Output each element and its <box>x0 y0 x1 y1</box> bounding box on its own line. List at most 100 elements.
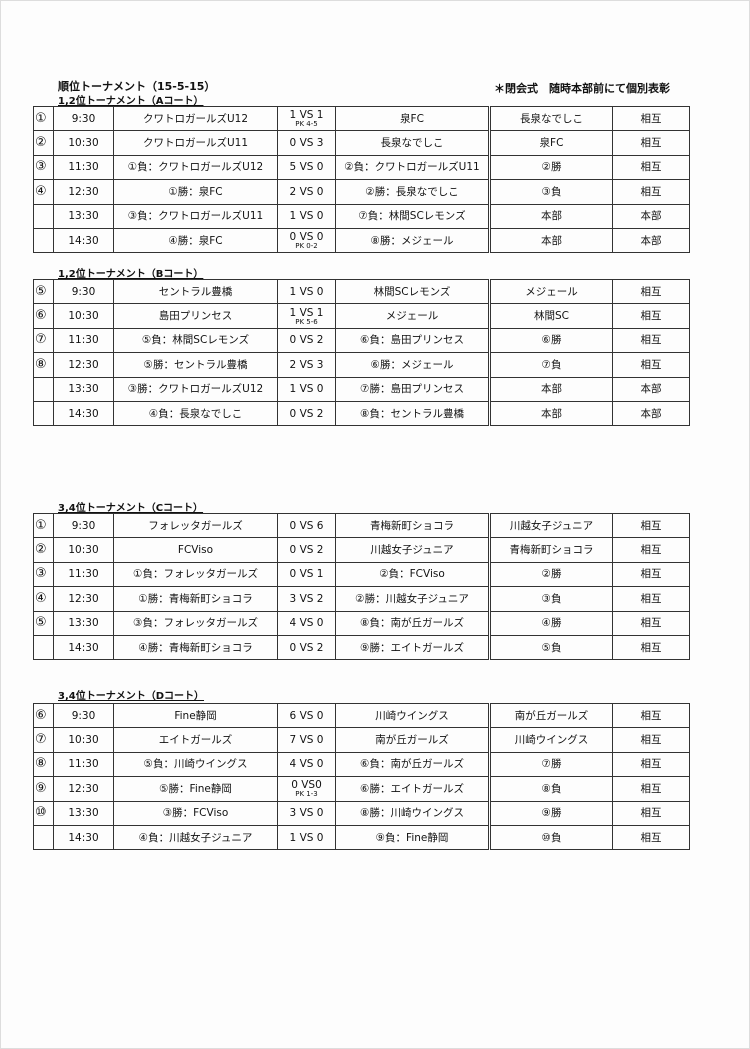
assistant-referee-cell: 本部 <box>612 227 690 254</box>
home-team: セントラル豊橋 <box>158 285 233 298</box>
home-team-cell: クワトロガールズU11 <box>113 130 278 156</box>
home-team: クワトロガールズU12 <box>142 112 249 125</box>
referee-cell: ④勝 <box>490 610 613 636</box>
referee-cell: 青梅新町ショコラ <box>490 537 613 563</box>
match-number: ⑨ <box>35 780 47 796</box>
away-team: ⑥負：島田プリンセス <box>360 334 464 347</box>
match-table: ⑥ 9:30 Fine静岡 6 VS 0 川崎ウイングス ⑦ 10:30 エイトガールズ 7 V… <box>33 702 489 851</box>
score-cell: 3 VS 2 <box>277 586 336 612</box>
assistant-referee-cell: 相互 <box>612 702 690 729</box>
away-team: ⑧負：セントラル豊橋 <box>360 407 464 420</box>
kickoff-time-cell: 12:30 <box>53 179 114 205</box>
table-row: ④ 12:30 ①勝：青梅新町ショコラ 3 VS 2 ②勝：川越女子ジュニア <box>33 586 489 612</box>
assistant-referee: 相互 <box>640 334 662 347</box>
assistant-referee-cell: 相互 <box>612 610 690 636</box>
score: 1 VS 0 <box>289 831 324 844</box>
match-number-cell: ④ <box>33 586 54 612</box>
match-number: ⑤ <box>35 615 47 631</box>
referee: ⑥勝 <box>541 334 562 347</box>
kickoff-time-cell: 11:30 <box>53 327 114 354</box>
table-row: 長泉なでしこ 相互 <box>490 105 690 132</box>
referee-table: 南が丘ガールズ 相互 川崎ウイングス 相互 ⑦勝 相互 ⑧負 相互 ⑨勝 相互 ⑩負 相互 <box>490 702 690 851</box>
referee: 本部 <box>541 234 562 247</box>
referee-cell: 本部 <box>490 203 613 229</box>
match-number: ② <box>35 135 47 151</box>
away-team-cell: ②勝：川越女子ジュニア <box>335 586 489 612</box>
away-team-cell: ⑨負：Fine静岡 <box>335 824 489 851</box>
score: 0 VS 3 <box>289 137 324 150</box>
score-cell: 4 VS 0 <box>277 610 336 636</box>
match-table: ⑤ 9:30 セントラル豊橋 1 VS 0 林間SCレモンズ ⑥ 10:30 島田プリンセス 1… <box>33 278 489 427</box>
away-team: ②負：クワトロガールズU11 <box>344 161 480 174</box>
kickoff-time: 12:30 <box>68 782 99 795</box>
kickoff-time: 12:30 <box>68 185 99 198</box>
table-row: ④ 12:30 ①勝：泉FC 2 VS 0 ②勝：長泉なでしこ <box>33 179 489 205</box>
kickoff-time-cell: 12:30 <box>53 776 114 802</box>
assistant-referee-cell: 相互 <box>612 512 690 539</box>
assistant-referee-cell: 相互 <box>612 727 690 753</box>
home-team-cell: 島田プリンセス <box>113 303 278 329</box>
assistant-referee-cell: 相互 <box>612 105 690 132</box>
pk-score: PK 4-5 <box>295 120 318 129</box>
table-row: ① 9:30 クワトロガールズU12 1 VS 1 PK 4-5 泉FC <box>33 105 489 132</box>
table-row: ③負 相互 <box>490 586 690 612</box>
table-row: ⑩ 13:30 ③勝：FCViso 3 VS 0 ⑧勝：川崎ウイングス <box>33 800 489 826</box>
score-cell: 5 VS 0 <box>277 154 336 181</box>
table-row: 本部 本部 <box>490 227 690 254</box>
referee-cell: ⑤負 <box>490 634 613 661</box>
match-number-cell: ⑤ <box>33 278 54 305</box>
assistant-referee: 相互 <box>640 161 662 174</box>
assistant-referee-cell: 本部 <box>612 203 690 229</box>
kickoff-time-cell: 12:30 <box>53 352 114 378</box>
assistant-referee-cell: 相互 <box>612 154 690 181</box>
kickoff-time: 13:30 <box>68 383 99 396</box>
table-row: ⑥勝 相互 <box>490 327 690 354</box>
home-team: フォレッタガールズ <box>148 519 243 532</box>
home-team-cell: クワトロガールズU12 <box>113 105 278 132</box>
table-row: ⑦ 11:30 ⑤負：林間SCレモンズ 0 VS 2 ⑥負：島田プリンセス <box>33 327 489 354</box>
match-number-cell: ⑩ <box>33 800 54 826</box>
kickoff-time-cell: 9:30 <box>53 512 114 539</box>
home-team: ④勝：泉FC <box>168 234 223 247</box>
score-cell: 2 VS 3 <box>277 352 336 378</box>
assistant-referee-cell: 相互 <box>612 537 690 563</box>
referee-cell: メジェール <box>490 278 613 305</box>
referee-cell: 南が丘ガールズ <box>490 702 613 729</box>
away-team-cell: ②負：FCViso <box>335 561 489 588</box>
assistant-referee: 本部 <box>640 407 662 420</box>
table-row: 本部 本部 <box>490 203 690 229</box>
match-number: ③ <box>35 159 47 175</box>
referee: ④勝 <box>541 617 562 630</box>
kickoff-time: 13:30 <box>68 807 99 820</box>
score: 0 VS 2 <box>289 334 324 347</box>
away-team: 青梅新町ショコラ <box>370 519 454 532</box>
table-row: 南が丘ガールズ 相互 <box>490 702 690 729</box>
referee: 青梅新町ショコラ <box>509 544 594 557</box>
assistant-referee-cell: 相互 <box>612 352 690 378</box>
match-number-cell: ⑧ <box>33 751 54 778</box>
kickoff-time: 11:30 <box>68 334 99 347</box>
referee-cell: ⑦負 <box>490 352 613 378</box>
match-number: ④ <box>35 183 47 199</box>
kickoff-time-cell: 13:30 <box>53 376 114 402</box>
away-team-cell: ⑧勝：メジェール <box>335 227 489 254</box>
assistant-referee-cell: 相互 <box>612 824 690 851</box>
referee: ⑩負 <box>541 831 562 844</box>
referee: ②勝 <box>541 161 562 174</box>
assistant-referee-cell: 相互 <box>612 586 690 612</box>
assistant-referee-cell: 本部 <box>612 400 690 427</box>
kickoff-time-cell: 14:30 <box>53 400 114 427</box>
match-number-cell: ② <box>33 130 54 156</box>
match-number-cell <box>33 824 54 851</box>
kickoff-time-cell: 11:30 <box>53 561 114 588</box>
assistant-referee: 相互 <box>640 310 662 323</box>
away-team-cell: ⑥負：南が丘ガールズ <box>335 751 489 778</box>
score: 1 VS 0 <box>289 285 324 298</box>
score-cell: 0 VS 2 <box>277 634 336 661</box>
match-number-cell: ③ <box>33 154 54 181</box>
table-row: 林間SC 相互 <box>490 303 690 329</box>
kickoff-time-cell: 10:30 <box>53 537 114 563</box>
pk-score: PK 1-3 <box>295 790 318 799</box>
match-number-cell: ③ <box>33 561 54 588</box>
home-team-cell: ④勝：青梅新町ショコラ <box>113 634 278 661</box>
